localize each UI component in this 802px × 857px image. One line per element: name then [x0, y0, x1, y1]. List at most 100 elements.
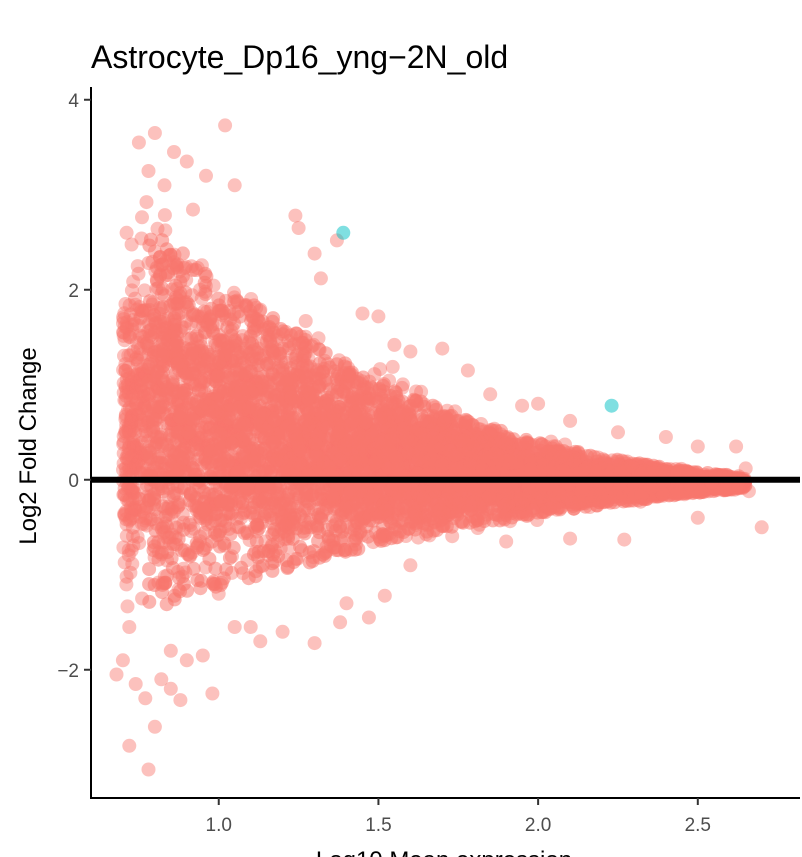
data-point — [119, 424, 134, 439]
data-point — [136, 517, 151, 532]
data-point — [124, 503, 139, 518]
data-point — [150, 221, 165, 236]
data-point — [128, 316, 143, 331]
data-point — [135, 303, 150, 318]
data-point — [126, 386, 141, 401]
data-point — [121, 423, 136, 438]
data-point — [122, 425, 137, 440]
data-point — [121, 479, 136, 494]
data-point — [236, 506, 250, 521]
data-point — [129, 350, 144, 365]
data-point — [119, 512, 133, 527]
data-point — [118, 380, 133, 395]
data-point — [130, 438, 145, 453]
data-point — [234, 560, 249, 575]
data-point — [170, 500, 185, 515]
data-point — [247, 298, 261, 313]
data-point — [121, 480, 135, 495]
data-point — [132, 509, 147, 524]
data-point — [130, 444, 145, 459]
data-point — [129, 458, 144, 473]
data-point — [117, 507, 132, 522]
data-point — [157, 208, 172, 223]
data-point — [124, 483, 139, 498]
data-point — [123, 506, 138, 521]
data-point — [119, 577, 134, 592]
data-point — [128, 502, 143, 517]
data-point — [123, 423, 138, 438]
data-point — [135, 435, 149, 450]
data-point — [125, 409, 140, 424]
data-point — [124, 411, 139, 426]
data-point — [122, 298, 137, 313]
data-point — [128, 491, 143, 506]
data-point — [116, 487, 131, 502]
data-point — [130, 368, 145, 382]
data-point — [127, 437, 142, 452]
data-point — [116, 429, 131, 444]
data-point — [130, 393, 145, 408]
data-point — [132, 492, 147, 507]
data-point — [119, 385, 134, 400]
data-point — [198, 287, 213, 301]
data-point — [141, 387, 156, 402]
data-point — [116, 385, 131, 400]
data-point — [124, 414, 139, 429]
data-point — [116, 312, 131, 327]
data-point — [142, 388, 157, 403]
data-point — [186, 521, 201, 536]
data-point — [137, 513, 152, 528]
data-point — [134, 303, 149, 318]
data-point — [125, 377, 140, 392]
data-point — [128, 352, 143, 367]
data-point — [122, 419, 137, 434]
data-point — [186, 202, 200, 217]
data-point — [122, 435, 137, 450]
data-point — [128, 461, 143, 476]
data-point — [130, 407, 144, 422]
data-point — [120, 452, 135, 467]
data-point — [129, 382, 144, 397]
data-point — [116, 325, 131, 340]
data-point — [125, 484, 140, 499]
data-point — [119, 418, 134, 433]
data-point — [195, 434, 210, 449]
data-point — [131, 491, 146, 506]
data-point — [117, 319, 132, 334]
data-point — [125, 492, 140, 507]
data-point — [135, 413, 150, 428]
data-point — [128, 440, 143, 455]
data-point — [134, 386, 148, 400]
data-point — [120, 377, 135, 392]
data-point — [160, 416, 175, 431]
data-point — [128, 297, 143, 312]
data-point — [119, 465, 134, 480]
data-point — [130, 366, 145, 381]
data-point — [367, 367, 382, 382]
data-point — [116, 456, 131, 471]
data-point — [121, 360, 136, 375]
data-point — [133, 328, 147, 343]
data-point — [118, 407, 133, 422]
data-point — [121, 543, 136, 558]
data-point — [125, 317, 140, 332]
data-point — [136, 389, 151, 404]
data-point — [126, 432, 141, 447]
data-point — [130, 450, 145, 465]
data-point — [134, 415, 149, 430]
data-point — [188, 378, 203, 393]
data-point — [124, 380, 139, 395]
data-point — [191, 436, 206, 451]
data-point — [118, 357, 133, 372]
data-point — [122, 425, 137, 440]
data-point — [131, 407, 146, 422]
data-point — [194, 383, 209, 398]
data-point — [121, 548, 136, 563]
data-point — [120, 367, 135, 382]
data-point — [212, 480, 227, 495]
data-point — [130, 529, 145, 544]
data-point — [129, 440, 144, 455]
data-point — [122, 439, 137, 454]
data-point — [126, 380, 141, 395]
